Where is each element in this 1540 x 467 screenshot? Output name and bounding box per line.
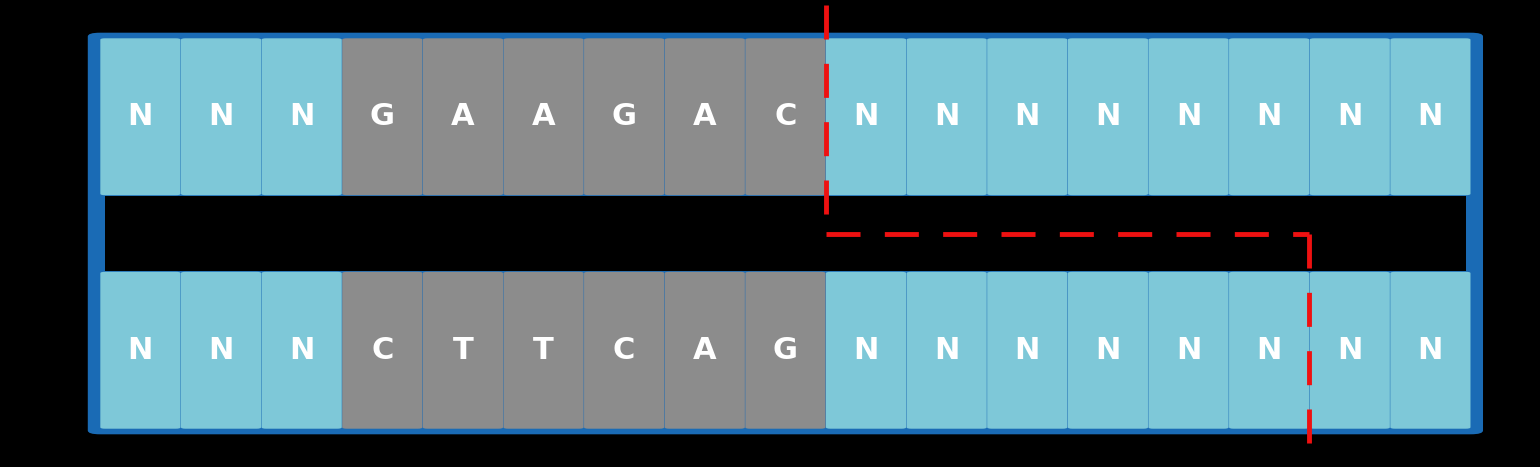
FancyBboxPatch shape	[100, 38, 180, 195]
FancyBboxPatch shape	[1067, 272, 1147, 429]
Text: N: N	[1418, 336, 1443, 365]
FancyBboxPatch shape	[1391, 272, 1471, 429]
Text: A: A	[451, 102, 474, 131]
FancyBboxPatch shape	[584, 272, 664, 429]
FancyBboxPatch shape	[665, 272, 745, 429]
FancyBboxPatch shape	[342, 38, 422, 195]
FancyBboxPatch shape	[262, 38, 342, 195]
Text: N: N	[1257, 102, 1281, 131]
FancyBboxPatch shape	[342, 272, 422, 429]
FancyBboxPatch shape	[745, 38, 825, 195]
Text: N: N	[1337, 336, 1363, 365]
Text: A: A	[693, 102, 716, 131]
FancyBboxPatch shape	[1391, 38, 1471, 195]
Text: A: A	[693, 336, 716, 365]
Text: C: C	[371, 336, 393, 365]
Text: T: T	[533, 336, 554, 365]
Text: N: N	[1177, 102, 1201, 131]
Text: N: N	[208, 336, 234, 365]
Text: N: N	[1418, 102, 1443, 131]
Text: N: N	[1095, 102, 1121, 131]
Text: N: N	[933, 336, 959, 365]
Text: N: N	[1337, 102, 1363, 131]
FancyBboxPatch shape	[1309, 272, 1391, 429]
FancyBboxPatch shape	[907, 38, 987, 195]
FancyBboxPatch shape	[1309, 38, 1391, 195]
Text: G: G	[370, 102, 394, 131]
Text: C: C	[775, 102, 796, 131]
Bar	[105, 196, 1466, 271]
FancyBboxPatch shape	[987, 272, 1067, 429]
FancyBboxPatch shape	[88, 33, 1483, 434]
FancyBboxPatch shape	[100, 272, 180, 429]
FancyBboxPatch shape	[987, 38, 1067, 195]
Text: N: N	[1015, 336, 1040, 365]
FancyBboxPatch shape	[424, 272, 504, 429]
Text: N: N	[1177, 336, 1201, 365]
FancyBboxPatch shape	[180, 38, 262, 195]
Text: N: N	[290, 336, 314, 365]
Text: N: N	[1015, 102, 1040, 131]
FancyBboxPatch shape	[262, 272, 342, 429]
Text: N: N	[290, 102, 314, 131]
FancyBboxPatch shape	[907, 272, 987, 429]
Text: G: G	[611, 102, 636, 131]
Text: N: N	[1257, 336, 1281, 365]
FancyBboxPatch shape	[665, 38, 745, 195]
FancyBboxPatch shape	[504, 38, 584, 195]
FancyBboxPatch shape	[1067, 38, 1147, 195]
FancyBboxPatch shape	[584, 38, 664, 195]
Text: N: N	[853, 336, 879, 365]
FancyBboxPatch shape	[825, 272, 906, 429]
FancyBboxPatch shape	[180, 272, 262, 429]
Text: N: N	[933, 102, 959, 131]
Text: N: N	[1095, 336, 1121, 365]
Text: N: N	[853, 102, 879, 131]
FancyBboxPatch shape	[504, 272, 584, 429]
FancyBboxPatch shape	[1229, 272, 1309, 429]
FancyBboxPatch shape	[745, 272, 825, 429]
FancyBboxPatch shape	[1229, 38, 1309, 195]
Text: C: C	[613, 336, 636, 365]
FancyBboxPatch shape	[1149, 38, 1229, 195]
Text: T: T	[453, 336, 473, 365]
Text: A: A	[531, 102, 556, 131]
Text: N: N	[208, 102, 234, 131]
Text: N: N	[128, 336, 152, 365]
FancyBboxPatch shape	[1149, 272, 1229, 429]
FancyBboxPatch shape	[825, 38, 906, 195]
Text: N: N	[128, 102, 152, 131]
Text: G: G	[773, 336, 798, 365]
FancyBboxPatch shape	[424, 38, 504, 195]
